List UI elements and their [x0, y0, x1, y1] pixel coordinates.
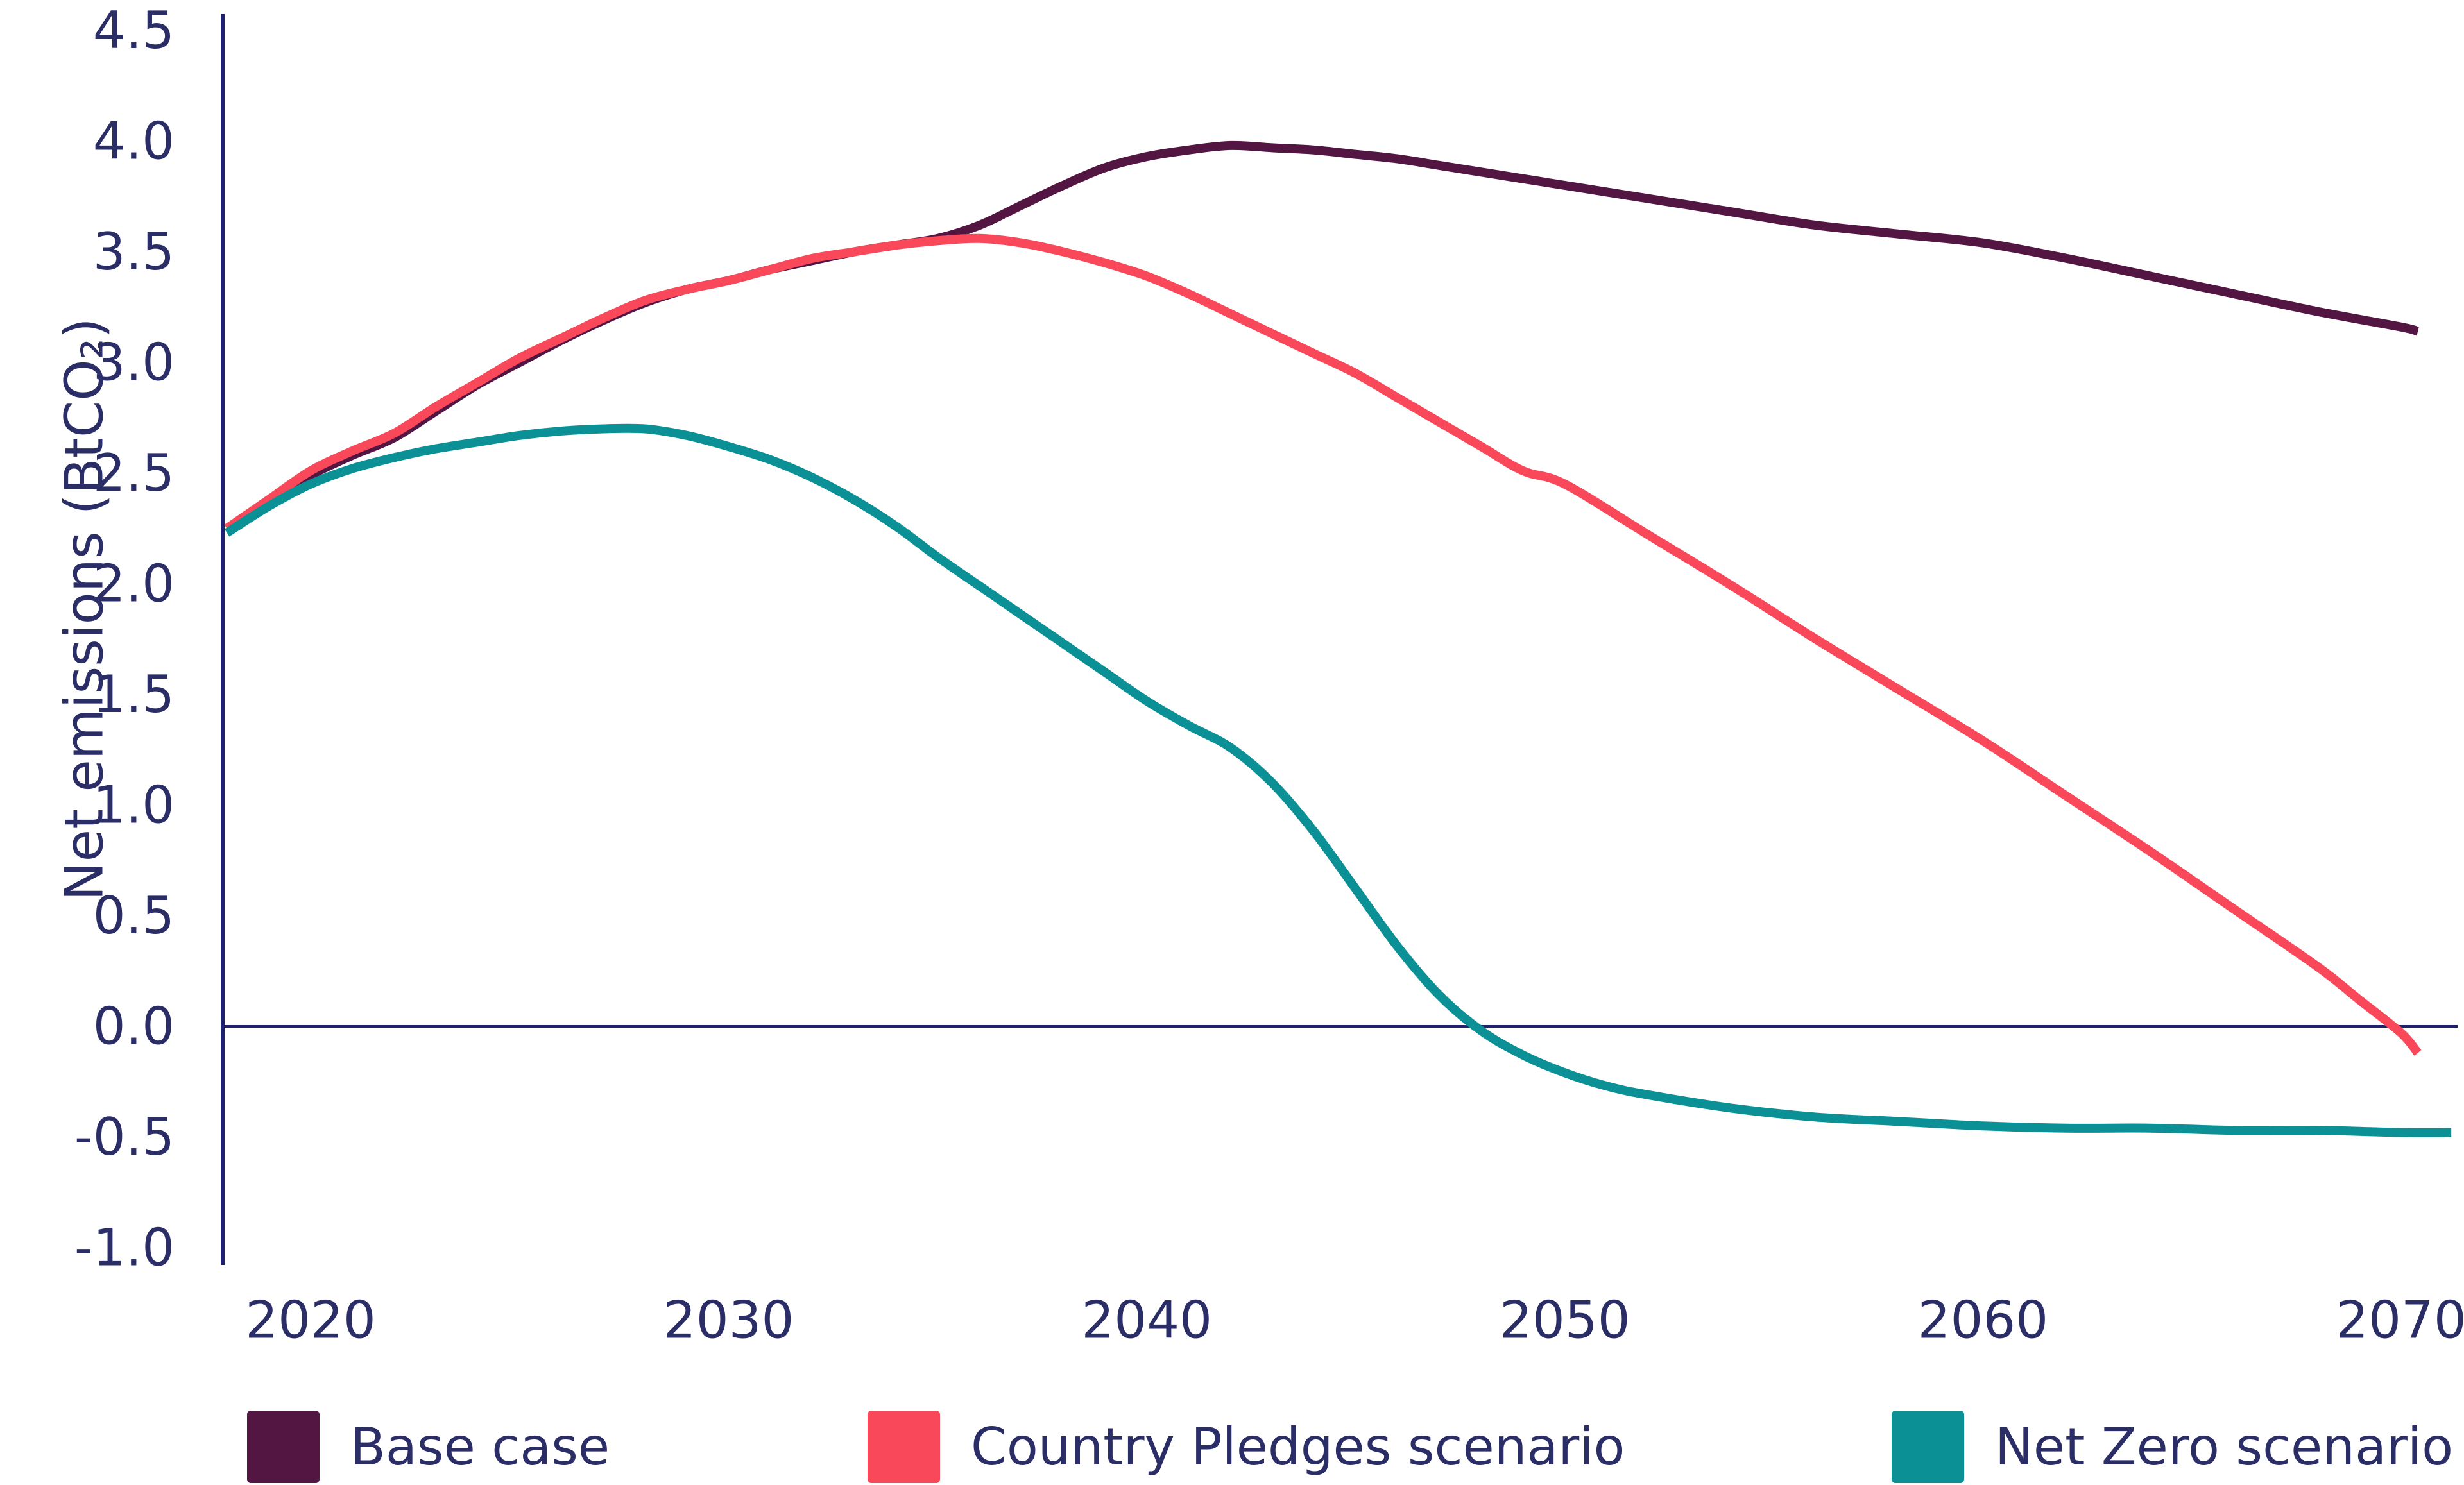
legend-item-net-zero: Net Zero scenario [1892, 1409, 2453, 1485]
series-line-net-zero-scenario [224, 423, 2452, 1137]
legend-item-country-pledges: Country Pledges scenario [868, 1409, 1625, 1485]
x-tick-label: 2060 [1918, 1291, 2049, 1350]
y-tick-label: 2.0 [93, 554, 175, 614]
y-tick-label: 3.5 [93, 222, 175, 282]
legend-swatch-net-zero [1892, 1411, 1964, 1483]
x-tick-label: 2030 [663, 1291, 794, 1350]
y-tick-label: 1.0 [93, 776, 175, 835]
y-tick-label: 1.5 [93, 665, 175, 724]
x-tick-label: 2020 [245, 1291, 376, 1350]
y-tick-label: 4.5 [93, 1, 175, 60]
y-tick-label: 0.5 [93, 886, 175, 946]
y-axis-title: Net emissions (BtCO₂) [54, 318, 116, 901]
y-tick-label: 4.0 [93, 112, 175, 171]
y-tick-label: 2.5 [93, 443, 175, 503]
y-tick-label: 3.0 [93, 333, 175, 393]
y-tick-label: -1.0 [74, 1218, 175, 1278]
legend-label-base-case: Base case [350, 1417, 610, 1477]
x-tick-label: 2070 [2336, 1291, 2464, 1350]
y-tick-label: -0.5 [74, 1107, 175, 1167]
legend-swatch-base-case [247, 1411, 320, 1483]
legend-swatch-country-pledges [868, 1411, 940, 1483]
y-tick-label: 0.0 [93, 997, 175, 1056]
legend-item-base-case: Base case [247, 1409, 610, 1485]
x-tick-label: 2040 [1081, 1291, 1212, 1350]
x-tick-label: 2050 [1500, 1291, 1630, 1350]
legend-label-net-zero: Net Zero scenario [1995, 1417, 2454, 1477]
legend-label-country-pledges: Country Pledges scenario [971, 1417, 1625, 1477]
legend: Base case Country Pledges scenario Net Z… [0, 1409, 2464, 1485]
series-line-country-pledges-scenario [224, 233, 2422, 1056]
